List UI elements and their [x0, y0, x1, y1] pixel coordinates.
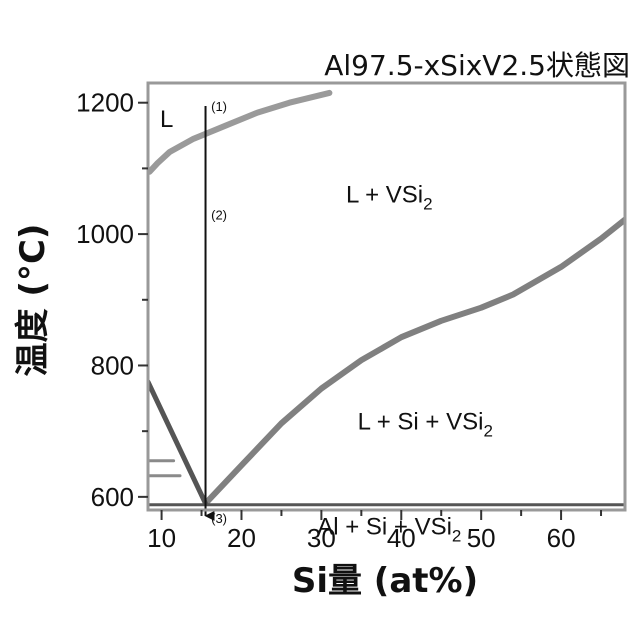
region-l-vsi2-label: L + VSi2 — [346, 182, 433, 214]
region-l-si-vsi2-label: L + Si + VSi2 — [358, 408, 493, 440]
y-tick-label-1000: 1000 — [76, 219, 134, 249]
marker-3-label: (3) — [211, 511, 227, 526]
plot-area: 60080010001200102030405060(1)(2)(3)LL + … — [76, 83, 625, 553]
region-al-si-vsi2-subscript: 2 — [452, 526, 461, 545]
x-tick-label-20: 20 — [227, 523, 256, 553]
x-tick-label-50: 50 — [467, 523, 496, 553]
y-tick-label-800: 800 — [91, 350, 134, 380]
y-axis-title: 温度 (°C) — [13, 224, 53, 377]
plot-frame — [148, 83, 625, 510]
x-axis-title: Si量 (at%) — [292, 561, 478, 601]
region-l-si-vsi2-subscript: 2 — [483, 421, 492, 440]
series-group — [148, 93, 625, 505]
chart-title: Al97.5-xSixV2.5状態図 — [324, 49, 630, 82]
series-line-2 — [206, 220, 626, 504]
region-l-label: L — [160, 106, 173, 133]
x-tick-label-10: 10 — [147, 523, 176, 553]
region-l-vsi2-subscript: 2 — [423, 195, 432, 214]
series-line-1 — [150, 93, 330, 172]
y-tick-label-1200: 1200 — [76, 88, 134, 118]
marker-2-label: (2) — [211, 207, 227, 222]
y-tick-label-600: 600 — [91, 482, 134, 512]
series-line-3 — [148, 382, 206, 504]
x-tick-label-60: 60 — [547, 523, 576, 553]
marker-1-label: (1) — [211, 99, 227, 114]
